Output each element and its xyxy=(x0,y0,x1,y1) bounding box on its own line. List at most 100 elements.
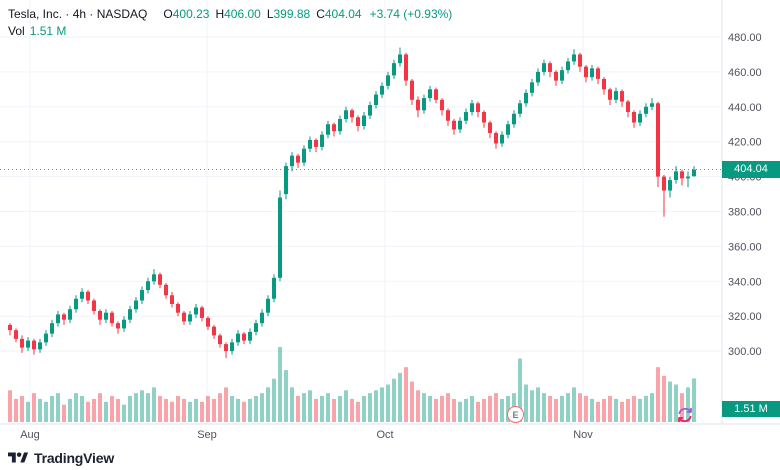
volume-bar xyxy=(566,393,570,422)
volume-bar xyxy=(308,390,312,422)
price-axis-label[interactable]: 440.00 xyxy=(728,102,762,114)
volume-bar xyxy=(614,398,618,422)
volume-bar xyxy=(338,396,342,422)
volume-bar xyxy=(632,396,636,422)
volume-bar xyxy=(164,398,168,422)
volume-bar xyxy=(494,393,498,422)
high-label: H xyxy=(215,7,225,21)
volume-bar xyxy=(644,396,648,422)
candle-body xyxy=(218,335,222,345)
volume-bar xyxy=(392,378,396,422)
candle-body xyxy=(644,106,648,114)
candle-body xyxy=(428,89,432,99)
tradingview-logo[interactable]: TradingView xyxy=(8,450,114,466)
price-axis-label[interactable]: 480.00 xyxy=(728,32,762,44)
candle-body xyxy=(98,310,102,320)
volume-bar xyxy=(290,387,294,422)
candle-body xyxy=(380,85,384,95)
legend-row-volume: Vol 1.51 M xyxy=(8,23,452,40)
volume-bar xyxy=(302,393,306,422)
volume-bar xyxy=(440,396,444,422)
candle-body xyxy=(50,323,54,334)
price-axis-label[interactable]: 360.00 xyxy=(728,241,762,253)
price-axis-label[interactable]: 420.00 xyxy=(728,137,762,149)
volume-bar xyxy=(170,401,174,422)
volume-badge: 1.51 M xyxy=(722,401,780,417)
time-axis-label[interactable]: Nov xyxy=(573,429,593,441)
volume-bar xyxy=(80,396,84,422)
volume-bar xyxy=(374,390,378,422)
price-axis-label[interactable]: 340.00 xyxy=(728,276,762,288)
earnings-marker-icon[interactable]: E xyxy=(507,406,524,423)
volume-bar xyxy=(404,367,408,422)
volume-bar xyxy=(368,393,372,422)
candle-body xyxy=(692,169,696,177)
price-axis-label[interactable]: 300.00 xyxy=(728,346,762,358)
candle-body xyxy=(128,309,132,320)
volume-bar xyxy=(590,398,594,422)
high-value: 406.00 xyxy=(224,7,261,21)
volume-bar xyxy=(56,393,60,422)
volume-bar xyxy=(74,393,78,422)
time-axis-label[interactable]: Sep xyxy=(197,429,217,441)
candle-body xyxy=(146,281,150,291)
candle-body xyxy=(440,99,444,111)
candle-body xyxy=(506,124,510,135)
candle-body xyxy=(110,312,114,324)
candle-body xyxy=(272,277,276,299)
candle-body xyxy=(344,110,348,120)
volume-bar xyxy=(254,396,258,422)
volume-bar xyxy=(452,398,456,422)
time-axis-label[interactable]: Oct xyxy=(376,429,393,441)
candle-body xyxy=(8,324,12,331)
volume-bar xyxy=(104,401,108,422)
candle-body xyxy=(488,122,492,133)
volume-bar xyxy=(236,398,240,422)
volume-bar xyxy=(314,398,318,422)
candle-body xyxy=(668,180,672,191)
candle-body xyxy=(158,274,162,285)
candle-body xyxy=(176,303,180,313)
candle-body xyxy=(212,326,216,336)
candle-body xyxy=(470,103,474,113)
volume-bar xyxy=(344,390,348,422)
volume-bar xyxy=(410,381,414,422)
symbol-title[interactable]: Tesla, Inc. · 4h · NASDAQ xyxy=(8,7,148,21)
volume-bar xyxy=(110,396,114,422)
volume-bar xyxy=(464,398,468,422)
candle-body xyxy=(536,71,540,83)
candle-body xyxy=(104,312,108,320)
open-value: 400.23 xyxy=(172,7,210,21)
volume-bar xyxy=(128,396,132,422)
volume-bar xyxy=(398,372,402,422)
candle-body xyxy=(590,68,594,78)
volume-bar xyxy=(122,404,126,422)
volume-bar xyxy=(524,384,528,422)
volume-bar xyxy=(350,398,354,422)
candle-body xyxy=(374,94,378,106)
volume-bar xyxy=(20,396,24,422)
price-axis-label[interactable]: 460.00 xyxy=(728,67,762,79)
candle-body xyxy=(548,63,552,72)
candle-body xyxy=(206,317,210,327)
refresh-icon[interactable] xyxy=(676,406,694,424)
candle-body xyxy=(134,300,138,310)
candle-body xyxy=(326,124,330,135)
volume-bar xyxy=(86,401,90,422)
volume-bar xyxy=(572,387,576,422)
volume-bar xyxy=(668,381,672,422)
volume-bar xyxy=(14,398,18,422)
candle-body xyxy=(296,155,300,163)
price-axis-label[interactable]: 320.00 xyxy=(728,311,762,323)
price-axis-label[interactable]: 380.00 xyxy=(728,207,762,219)
candle-body xyxy=(578,54,582,67)
candle-body xyxy=(464,112,468,121)
candle-body xyxy=(632,112,636,123)
volume-bar xyxy=(620,401,624,422)
time-axis-label[interactable]: Aug xyxy=(20,429,40,441)
earnings-letter: E xyxy=(512,409,519,420)
legend-row-ohlc: Tesla, Inc. · 4h · NASDAQ O400.23 H406.00 L… xyxy=(8,6,452,23)
volume-bar xyxy=(530,390,534,422)
